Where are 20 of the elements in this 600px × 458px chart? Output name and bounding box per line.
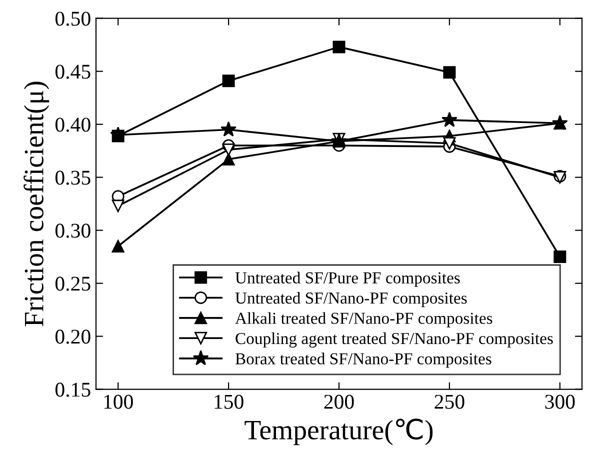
x-tick-label: 200	[324, 394, 354, 409]
legend-label: Coupling agent treated SF/Nano-PF composites	[236, 332, 553, 348]
x-tick-label: 150	[214, 394, 244, 409]
y-tick-label: 0.35	[55, 170, 90, 185]
y-tick-label: 0.30	[55, 224, 90, 238]
x-axis-title: Temperature(℃)	[244, 418, 433, 446]
x-tick-label: 250	[434, 394, 464, 409]
legend-label: Alkali treated SF/Nano-PF composites	[235, 312, 492, 328]
y-tick-label: 0.25	[55, 276, 90, 291]
legend-label: Untreated SF/Nano-PF composites	[235, 292, 467, 308]
y-tick-label: 0.20	[55, 330, 90, 344]
x-tick-label: 100	[104, 394, 133, 409]
legend-label: Untreated SF/Pure PF composites	[235, 272, 460, 287]
y-axis-title: Friction coefficient(μ)	[24, 82, 50, 326]
y-tick-label: 0.45	[55, 64, 90, 79]
legend-label: Borax treated SF/Nano-PF composites	[235, 352, 492, 368]
y-tick-label: 0.40	[55, 118, 90, 132]
x-tick-label: 300	[545, 394, 575, 409]
y-tick-label: 0.50	[55, 12, 90, 26]
y-tick-label: 0.15	[55, 382, 90, 397]
